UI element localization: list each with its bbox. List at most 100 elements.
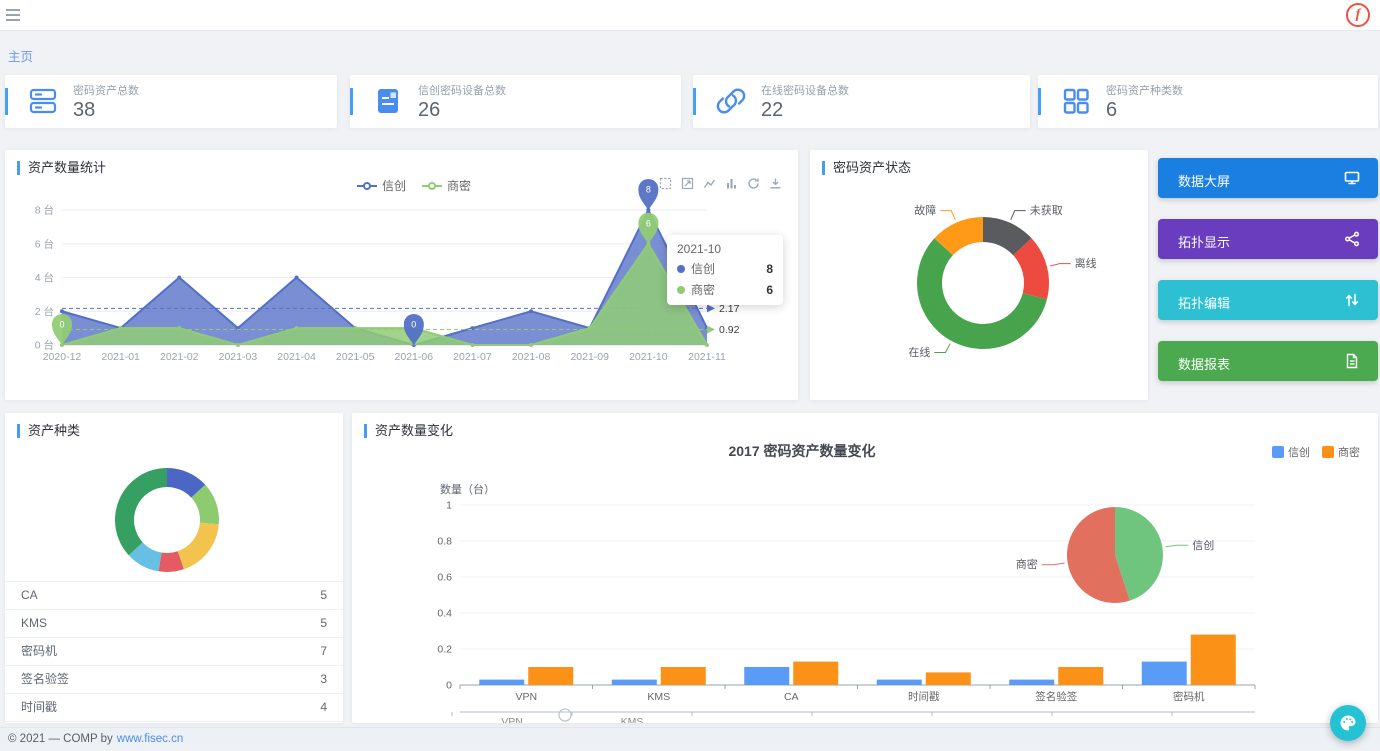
topology-edit-button[interactable]: 拓扑编辑 xyxy=(1158,280,1378,320)
mark-point-pin[interactable] xyxy=(638,212,659,244)
card-label: 密码资产总数 xyxy=(73,85,139,97)
mark-point-pin[interactable] xyxy=(403,314,424,345)
top-navbar: f xyxy=(0,0,1380,31)
bar-segment[interactable] xyxy=(1141,661,1187,685)
legend-item-xinchuang[interactable]: 信创 xyxy=(357,177,406,194)
svg-text:2 台: 2 台 xyxy=(35,305,54,318)
panel-title: 密码资产状态 xyxy=(822,161,911,175)
slice-label: 在线 xyxy=(908,345,930,359)
grid-icon xyxy=(1060,85,1092,117)
bar-segment[interactable] xyxy=(1009,679,1055,685)
fisec-logo-icon: f xyxy=(1346,3,1370,27)
restore-icon[interactable] xyxy=(747,177,760,190)
card-value: 22 xyxy=(761,99,784,121)
x-axis-label: 2020-12 xyxy=(43,351,82,363)
menu-toggle-icon[interactable] xyxy=(6,9,20,21)
partial-x-axis-label: KMS xyxy=(621,716,644,723)
asset-type-donut-chart[interactable] xyxy=(5,443,343,581)
line-chart-icon[interactable] xyxy=(703,177,716,190)
pie-slice[interactable] xyxy=(167,468,206,498)
asset-status-donut-chart[interactable]: 未获取 离线 在线 故障 xyxy=(810,150,1148,400)
card-value: 38 xyxy=(73,99,96,121)
slice-label: 信创 xyxy=(1192,539,1214,552)
stat-card-asset-types: 密码资产种类数 6 xyxy=(1038,75,1378,128)
fisec-link[interactable]: www.fisec.cn xyxy=(116,733,184,745)
pie-slice[interactable] xyxy=(114,468,167,556)
pie-slice[interactable] xyxy=(1115,507,1163,601)
card-label: 密码资产种类数 xyxy=(1106,85,1183,97)
bar-segment[interactable] xyxy=(611,679,657,685)
page-footer: © 2021 — COMP by www.fisec.cn xyxy=(0,727,1380,750)
button-label: 数据报表 xyxy=(1178,357,1231,372)
bar-segment[interactable] xyxy=(660,667,706,685)
pie-slice[interactable] xyxy=(177,522,219,570)
list-item: KMS 5 xyxy=(5,610,343,638)
asset-count-area-chart[interactable]: 0 台 2 台 4 台 6 台 8 台 2020-12 2021-01 2021-02 2021… xyxy=(5,150,798,400)
bar-segment[interactable] xyxy=(925,672,971,685)
legend-item-shangmi[interactable]: 商密 xyxy=(422,177,471,194)
x-axis-label: VPN xyxy=(515,691,537,703)
pie-slice[interactable] xyxy=(1067,507,1130,603)
bar-segment[interactable] xyxy=(1058,667,1104,685)
bar-segment[interactable] xyxy=(876,679,922,685)
zoom-reset-icon[interactable] xyxy=(681,177,694,190)
mark-point-pin[interactable] xyxy=(638,179,659,210)
svg-text:0.4: 0.4 xyxy=(437,608,452,620)
partial-legend-circle xyxy=(558,708,572,722)
pie-slice[interactable] xyxy=(983,217,1032,256)
bar-segment[interactable] xyxy=(1190,634,1236,685)
bar-segment[interactable] xyxy=(528,667,574,685)
card-accent-bar xyxy=(350,88,353,115)
topology-display-button[interactable]: 拓扑显示 xyxy=(1158,219,1378,259)
pie-slice[interactable] xyxy=(191,484,219,525)
save-image-icon[interactable] xyxy=(769,177,782,190)
svg-text:8 台: 8 台 xyxy=(35,204,54,217)
chart-toolbox xyxy=(659,177,782,190)
breadcrumb: 主页 xyxy=(8,46,33,65)
x-axis-label: 2021-01 xyxy=(101,351,140,363)
bar-segment[interactable] xyxy=(744,667,790,685)
pie-slice[interactable] xyxy=(917,238,1047,349)
palette-icon xyxy=(1338,713,1358,733)
mark-point-pin[interactable] xyxy=(52,314,72,345)
pie-slice[interactable] xyxy=(934,217,983,256)
asset-change-bar-chart[interactable]: 0 0.2 0.4 0.6 0.8 1 VPN KMS CA 时间戳 签名验签 密码机 VPN KMS 信创… xyxy=(352,413,1378,723)
svg-text:0: 0 xyxy=(446,680,452,692)
panel-title: 资产数量变化 xyxy=(364,424,453,438)
label-leader-line xyxy=(940,210,956,221)
pie-slice[interactable] xyxy=(1013,238,1049,300)
bar-chart-icon[interactable] xyxy=(725,177,738,190)
data-report-button[interactable]: 数据报表 xyxy=(1158,341,1378,381)
report-file-icon xyxy=(1344,353,1360,369)
pie-slice[interactable] xyxy=(128,542,162,572)
x-axis-label: 签名验签 xyxy=(1035,690,1077,703)
data-bigscreen-button[interactable]: 数据大屏 xyxy=(1158,158,1378,198)
svg-text:0: 0 xyxy=(411,320,416,330)
x-axis-label: 2021-07 xyxy=(453,351,492,363)
theme-fab-button[interactable] xyxy=(1330,705,1366,741)
bar-segment[interactable] xyxy=(793,661,839,685)
card-accent-bar xyxy=(693,88,696,115)
legend-item-shangmi[interactable]: 商密 xyxy=(1322,444,1360,460)
data-zoom-icon[interactable] xyxy=(659,177,672,190)
button-label: 拓扑显示 xyxy=(1178,235,1231,250)
asset-type-list[interactable]: CA 5 KMS 5 密码机 7 签名验签 3 时间戳 4 xyxy=(5,581,343,722)
svg-text:0.6: 0.6 xyxy=(437,572,452,584)
partial-x-axis-label: VPN xyxy=(501,716,523,723)
bar-segment[interactable] xyxy=(479,679,525,685)
stat-card-total-assets: 密码资产总数 38 xyxy=(5,75,337,128)
slice-label: 故障 xyxy=(914,203,936,217)
x-axis-label: 2021-11 xyxy=(688,351,726,363)
legend-item-xinchuang[interactable]: 信创 xyxy=(1272,444,1310,460)
x-axis-label: 2021-10 xyxy=(629,351,668,363)
pie-slice[interactable] xyxy=(158,551,184,572)
breadcrumb-home-link[interactable]: 主页 xyxy=(8,50,34,64)
asset-type-panel: 资产种类 CA 5 KMS 5 密码机 7 签名验签 3 时间戳 4 xyxy=(5,413,343,723)
asset-status-panel: 密码资产状态 未获取 离线 在线 故障 xyxy=(810,150,1148,400)
x-axis-label: 2021-05 xyxy=(336,351,375,363)
panel-title: 资产种类 xyxy=(17,424,80,438)
card-accent-bar xyxy=(5,88,8,115)
x-axis-label: 时间戳 xyxy=(908,690,940,703)
card-label: 在线密码设备总数 xyxy=(761,85,849,97)
x-axis-label: CA xyxy=(784,691,799,703)
